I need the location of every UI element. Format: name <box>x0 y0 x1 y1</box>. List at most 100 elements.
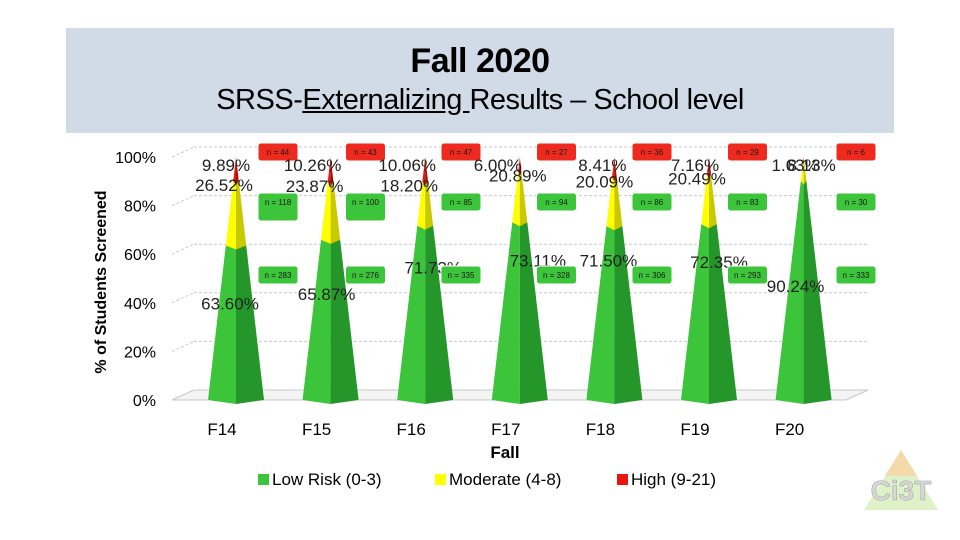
bar-segment-moderate-shade <box>236 181 247 250</box>
data-label-moderate: 23.87% <box>286 177 344 196</box>
count-badge-low <box>727 265 768 285</box>
count-label-moderate: n = 100 <box>352 198 379 207</box>
bar-segment-moderate-shade <box>709 174 717 229</box>
cone-F16 <box>397 157 454 404</box>
count-label-high: n = 44 <box>267 148 290 157</box>
bar-segment-moderate <box>225 181 236 250</box>
bar-segment-low <box>775 180 804 404</box>
count-label-low: n = 293 <box>734 271 761 280</box>
gridline-depth <box>171 292 195 304</box>
y-tick-label: 60% <box>124 247 156 264</box>
count-label-high: n = 43 <box>354 148 377 157</box>
count-label-high: n = 27 <box>545 148 568 157</box>
count-label-moderate: n = 94 <box>545 198 568 207</box>
bar-segment-low <box>681 224 709 404</box>
gridline-depth <box>171 340 195 352</box>
data-label-high: 8.41% <box>578 156 626 175</box>
data-label-low: 63.60% <box>201 294 259 313</box>
count-label-moderate: n = 118 <box>265 198 292 207</box>
bar-segment-low-shade <box>330 239 359 404</box>
x-tick-label: F18 <box>586 420 615 439</box>
subtitle-suffix: Results – School level <box>469 84 744 116</box>
count-badge-high <box>631 142 673 162</box>
count-badge-low <box>835 265 877 285</box>
count-badge-moderate <box>835 192 877 212</box>
data-label-high: 10.26% <box>284 156 342 175</box>
count-label-moderate: n = 86 <box>641 198 664 207</box>
legend-swatch <box>435 474 446 485</box>
page-title: Fall 2020 <box>410 42 550 80</box>
count-badge-high <box>257 142 299 162</box>
data-label-high: 6.00% <box>474 156 522 175</box>
data-label-low: 71.50% <box>580 251 638 270</box>
bar-segment-moderate-shade <box>803 160 807 185</box>
count-label-moderate: n = 85 <box>450 198 473 207</box>
bar-segment-high <box>422 157 426 186</box>
bar-segment-high <box>518 157 520 176</box>
y-axis-label: % of Students Screened <box>93 190 110 373</box>
count-label-high: n = 6 <box>847 148 866 157</box>
legend-label: Low Risk (0-3) <box>272 470 382 489</box>
count-badge-moderate <box>345 192 386 222</box>
y-tick-label: 80% <box>124 199 156 216</box>
bar-segment-high-shade <box>236 156 239 186</box>
bar-segment-moderate-shade <box>425 181 434 230</box>
data-label-low: 65.87% <box>298 285 356 304</box>
bar-segment-moderate-shade <box>614 177 623 231</box>
count-label-high: n = 47 <box>450 148 473 157</box>
bar-segment-high-shade <box>425 157 429 186</box>
bar-segment-low-shade <box>709 224 737 404</box>
data-label-high: 9.89% <box>202 156 250 175</box>
count-badge-moderate <box>727 192 768 212</box>
gridline-depth <box>171 195 195 207</box>
legend-label: High (9-21) <box>631 470 716 489</box>
legend-swatch <box>258 474 269 485</box>
count-label-high: n = 29 <box>736 148 759 157</box>
count-badge-high <box>536 142 577 162</box>
legend-swatch <box>617 474 628 485</box>
bar-segment-low-shade <box>236 245 264 404</box>
count-badge-low <box>345 265 386 285</box>
data-label-high: 10.06% <box>378 156 436 175</box>
count-label-low: n = 333 <box>843 271 870 280</box>
count-badge-low <box>257 265 299 285</box>
y-tick-label: 100% <box>115 150 156 167</box>
count-label-low: n = 283 <box>265 271 292 280</box>
gridline-depth <box>171 146 195 158</box>
count-badge-low <box>440 265 482 285</box>
x-tick-label: F14 <box>207 420 236 439</box>
bar-segment-moderate <box>701 174 709 229</box>
data-label-moderate: 18.20% <box>380 176 438 195</box>
y-tick-label: 20% <box>124 344 156 361</box>
bar-segment-low <box>491 222 520 404</box>
count-label-low: n = 328 <box>543 271 570 280</box>
bar-segment-high-shade <box>330 157 334 186</box>
subtitle-underlined: Externalizing <box>302 84 470 116</box>
count-badge-low <box>631 265 673 285</box>
logo-text: Ci3T <box>871 475 932 506</box>
x-tick-label: F15 <box>302 420 331 439</box>
count-badge-high <box>345 142 386 162</box>
bar-segment-high <box>233 156 236 186</box>
data-label-moderate: 20.89% <box>489 167 547 186</box>
cone-F19 <box>681 157 737 404</box>
bar-segment-high <box>327 157 331 186</box>
bar-segment-moderate-shade <box>330 181 341 244</box>
x-axis-label: Fall <box>490 443 519 462</box>
bar-segment-moderate <box>321 181 331 244</box>
x-tick-label: F19 <box>680 420 709 439</box>
data-label-moderate: 20.49% <box>668 169 726 188</box>
count-badge-moderate <box>257 192 299 222</box>
count-label-low: n = 276 <box>352 271 379 280</box>
bar-segment-low-shade <box>614 226 643 404</box>
bar-segment-high <box>612 157 615 182</box>
count-badge-high <box>440 142 482 162</box>
count-label-low: n = 335 <box>448 271 475 280</box>
bar-segment-low-shade <box>519 222 548 404</box>
count-label-moderate: n = 30 <box>845 198 868 207</box>
bar-segment-low <box>208 245 236 404</box>
data-label-moderate: 20.09% <box>576 172 634 191</box>
cone-F15 <box>302 157 359 404</box>
x-tick-label: F17 <box>491 420 520 439</box>
